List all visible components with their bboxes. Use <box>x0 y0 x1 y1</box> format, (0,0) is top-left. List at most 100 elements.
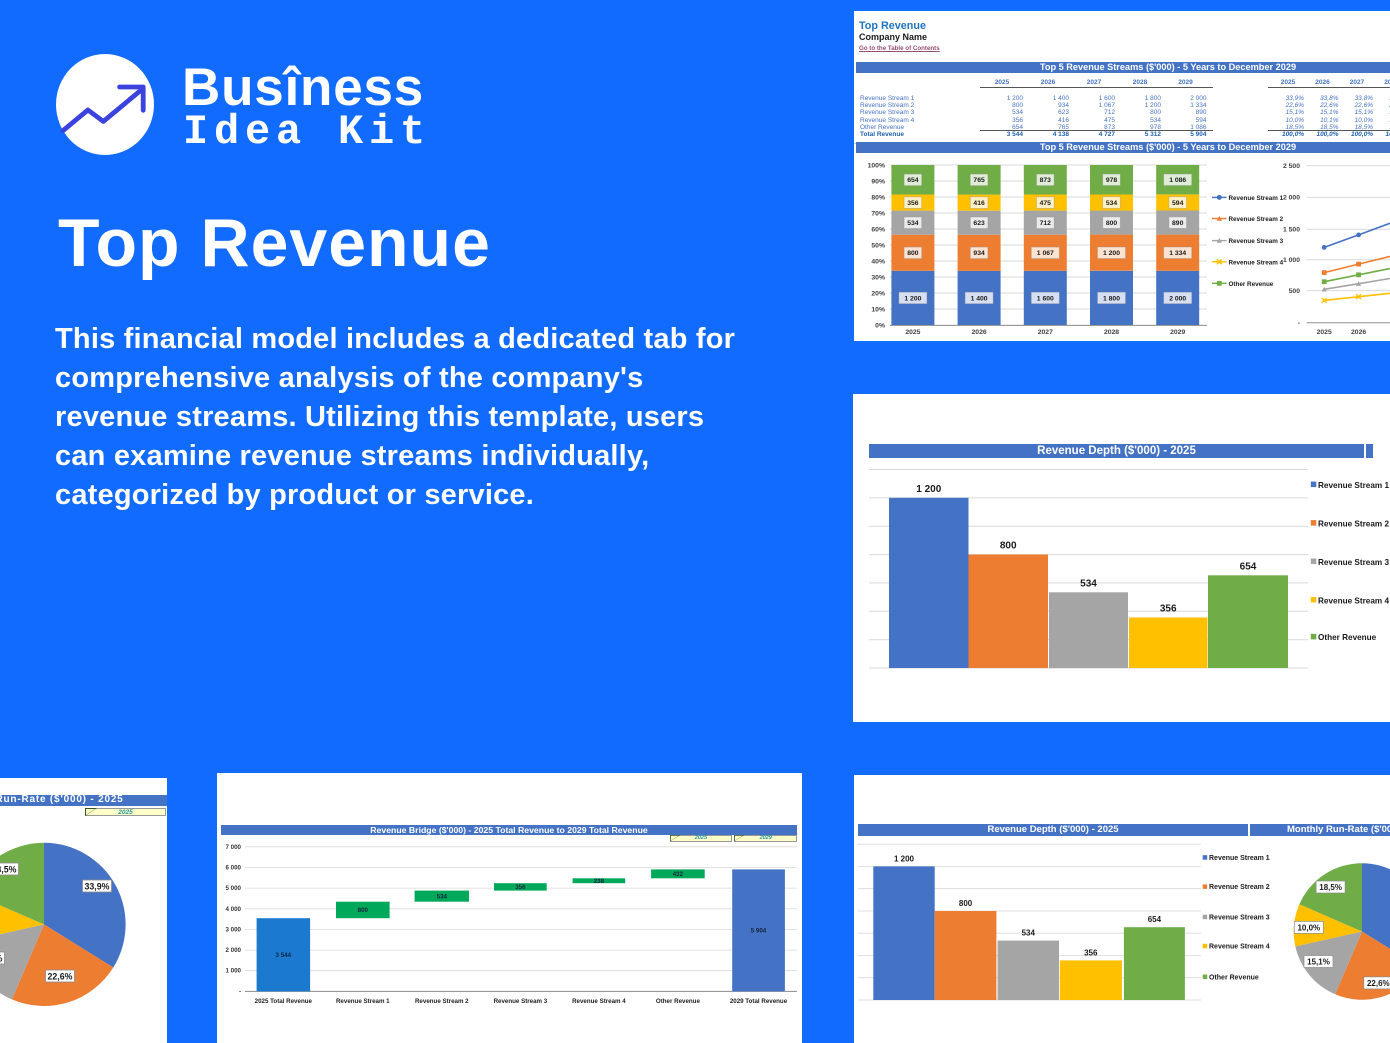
svg-text:2028: 2028 <box>1104 329 1119 336</box>
svg-text:623: 623 <box>973 220 985 227</box>
svg-text:Revenue Stream 2: Revenue Stream 2 <box>415 998 469 1005</box>
svg-text:356: 356 <box>1160 604 1177 615</box>
svg-text:416: 416 <box>973 200 985 207</box>
svg-text:654: 654 <box>1240 561 1257 572</box>
svg-text:Revenue Stream 3: Revenue Stream 3 <box>1209 915 1270 922</box>
svg-text:2 500: 2 500 <box>1283 163 1300 170</box>
svg-text:475: 475 <box>1040 200 1052 207</box>
svg-text:1 086: 1 086 <box>1169 177 1186 184</box>
svg-text:Revenue Stream 3: Revenue Stream 3 <box>1229 238 1284 245</box>
svg-text:800: 800 <box>1000 541 1017 552</box>
svg-text:2026: 2026 <box>972 329 987 336</box>
svg-text:Revenue Stream 4: Revenue Stream 4 <box>1209 944 1270 951</box>
svg-text:Revenue Stream 3: Revenue Stream 3 <box>494 998 548 1005</box>
svg-text:534: 534 <box>907 220 919 227</box>
svg-text:800: 800 <box>1106 220 1118 227</box>
svg-text:Revenue Stream 1: Revenue Stream 1 <box>1229 195 1284 202</box>
svg-text:18,5%: 18,5% <box>1319 883 1342 892</box>
svg-text:50%: 50% <box>871 242 885 249</box>
svg-text:500: 500 <box>1289 288 1301 295</box>
svg-text:10,0%: 10,0% <box>1297 923 1320 932</box>
svg-text:1 500: 1 500 <box>1283 227 1300 234</box>
svg-text:70%: 70% <box>871 210 885 217</box>
svg-text:1 000: 1 000 <box>226 968 242 975</box>
svg-text:2027: 2027 <box>1038 329 1053 336</box>
svg-text:765: 765 <box>973 177 985 184</box>
svg-text:4 000: 4 000 <box>226 906 242 913</box>
svg-text:534: 534 <box>1080 578 1097 589</box>
svg-text:Revenue Stream 1: Revenue Stream 1 <box>1209 855 1270 862</box>
svg-text:2029 Total Revenue: 2029 Total Revenue <box>730 998 788 1005</box>
svg-text:238: 238 <box>594 878 605 885</box>
svg-text:1 334: 1 334 <box>1169 250 1186 257</box>
svg-text:100%: 100% <box>868 162 885 169</box>
svg-text:534: 534 <box>437 893 448 900</box>
svg-text:432: 432 <box>673 871 684 878</box>
svg-text:3 544: 3 544 <box>276 952 292 959</box>
svg-text:10%: 10% <box>871 306 885 313</box>
svg-text:1 000: 1 000 <box>1283 257 1300 264</box>
svg-text:534: 534 <box>1022 929 1036 938</box>
svg-text:60%: 60% <box>871 226 885 233</box>
svg-text:5 000: 5 000 <box>226 885 242 892</box>
svg-text:654: 654 <box>907 177 919 184</box>
svg-text:2 000: 2 000 <box>1169 295 1186 302</box>
svg-text:2025: 2025 <box>905 329 920 336</box>
svg-text:Revenue Stream 1: Revenue Stream 1 <box>1318 481 1389 490</box>
svg-text:934: 934 <box>973 250 985 257</box>
svg-text:1 200: 1 200 <box>904 295 921 302</box>
svg-text:Other Revenue: Other Revenue <box>656 998 701 1005</box>
svg-text:3 000: 3 000 <box>226 926 242 933</box>
svg-text:Other Revenue: Other Revenue <box>1229 281 1274 288</box>
svg-text:978: 978 <box>1106 177 1118 184</box>
svg-text:Revenue Stream 4: Revenue Stream 4 <box>1318 596 1389 605</box>
svg-text:654: 654 <box>1148 915 1162 924</box>
svg-text:15,1%: 15,1% <box>1307 958 1330 967</box>
svg-text:1 200: 1 200 <box>894 854 915 863</box>
svg-text:22,6%: 22,6% <box>48 972 73 982</box>
svg-text:Other Revenue: Other Revenue <box>1209 974 1259 981</box>
svg-text:0%: 0% <box>875 322 885 329</box>
svg-text:534: 534 <box>1106 200 1118 207</box>
svg-text:356: 356 <box>907 200 919 207</box>
svg-text:594: 594 <box>1172 200 1184 207</box>
svg-text:30%: 30% <box>871 274 885 281</box>
svg-text:800: 800 <box>959 899 973 908</box>
svg-text:40%: 40% <box>871 258 885 265</box>
svg-text:2025 Total Revenue: 2025 Total Revenue <box>255 998 313 1005</box>
svg-text:Revenue Stream 2: Revenue Stream 2 <box>1209 884 1270 891</box>
svg-text:Revenue Stream 4: Revenue Stream 4 <box>1229 259 1284 266</box>
svg-text:1 400: 1 400 <box>971 295 988 302</box>
svg-text:-: - <box>1298 320 1300 327</box>
svg-text:33,9%: 33,9% <box>85 882 110 892</box>
svg-text:80%: 80% <box>871 194 885 201</box>
svg-text:20%: 20% <box>871 290 885 297</box>
svg-text:18,5%: 18,5% <box>0 865 17 875</box>
svg-text:800: 800 <box>358 907 369 914</box>
svg-text:2026: 2026 <box>1351 329 1366 336</box>
svg-text:Revenue Stream 3: Revenue Stream 3 <box>1318 558 1389 567</box>
svg-text:1 200: 1 200 <box>1103 250 1120 257</box>
svg-text:Other Revenue: Other Revenue <box>1318 633 1377 642</box>
svg-text:Revenue Stream 2: Revenue Stream 2 <box>1229 216 1284 223</box>
svg-text:6 000: 6 000 <box>226 864 242 871</box>
svg-text:890: 890 <box>1172 220 1184 227</box>
svg-text:2 000: 2 000 <box>226 947 242 954</box>
svg-text:1 067: 1 067 <box>1037 250 1054 257</box>
svg-text:Revenue Stream 1: Revenue Stream 1 <box>336 998 390 1005</box>
svg-text:5 904: 5 904 <box>751 928 767 935</box>
svg-text:2025: 2025 <box>1317 329 1332 336</box>
svg-text:Revenue Stream 4: Revenue Stream 4 <box>572 998 626 1005</box>
svg-text:873: 873 <box>1040 177 1052 184</box>
svg-text:22,6%: 22,6% <box>1367 979 1390 988</box>
svg-text:7 000: 7 000 <box>226 844 242 851</box>
svg-text:800: 800 <box>907 250 919 257</box>
svg-text:15,1%: 15,1% <box>0 954 3 964</box>
svg-text:2029: 2029 <box>1170 329 1185 336</box>
svg-text:90%: 90% <box>871 178 885 185</box>
svg-text:2 000: 2 000 <box>1283 195 1300 202</box>
svg-text:1 600: 1 600 <box>1037 295 1054 302</box>
svg-text:356: 356 <box>1084 948 1098 957</box>
svg-text:712: 712 <box>1040 220 1052 227</box>
svg-text:-: - <box>239 988 241 995</box>
